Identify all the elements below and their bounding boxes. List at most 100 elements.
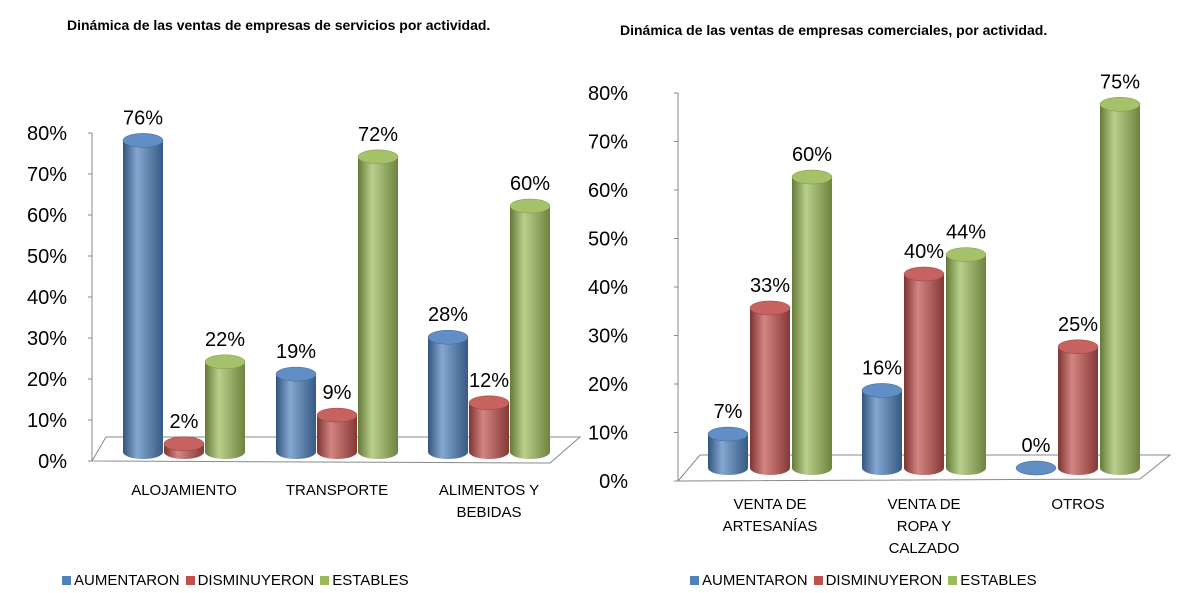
x-tick-label: OTROS (1051, 496, 1105, 513)
bar-top (122, 133, 164, 148)
y-tick-label: 0% (38, 451, 67, 473)
data-label: 76% (123, 107, 163, 129)
data-label: 0% (1022, 435, 1051, 457)
y-tick-label: 50% (588, 229, 628, 251)
data-label: 12% (469, 370, 509, 392)
legend: AUMENTARON DISMINUYERON ESTABLES (690, 572, 1043, 589)
bar-top (427, 329, 469, 345)
bar-top (1057, 339, 1099, 354)
legend-label: DISMINUYERON (825, 572, 943, 589)
legend-item: DISMINUYERON (185, 572, 315, 589)
x-tick-label: VENTA DE ROPA Y CALZADO (887, 496, 961, 557)
bar-top (945, 247, 987, 262)
y-tick-label: 80% (588, 83, 628, 105)
legend-swatch (690, 576, 699, 585)
y-tick-label: 40% (588, 277, 628, 299)
x-tick-label: VENTA DE ARTESANÍAS (722, 496, 818, 535)
data-label: 28% (428, 304, 468, 326)
bar-top (1099, 97, 1141, 112)
data-label: 44% (946, 222, 986, 244)
legend-swatch (813, 576, 823, 585)
bar (1058, 346, 1098, 475)
bar (708, 434, 748, 475)
floor (676, 454, 1172, 482)
floor (91, 436, 582, 464)
data-label: 9% (323, 382, 352, 404)
bar-top (468, 395, 510, 411)
bar (792, 177, 832, 475)
bar (469, 402, 509, 459)
legend-item: AUMENTARON (690, 572, 808, 589)
bar (750, 307, 790, 475)
data-label: 2% (170, 411, 199, 433)
legend-item: DISMINUYERON (813, 572, 943, 589)
data-label: 60% (792, 144, 832, 166)
data-label: 7% (714, 401, 743, 423)
bar-top (749, 300, 791, 316)
bar-top (357, 149, 399, 165)
bar (510, 206, 550, 459)
legend-swatch (62, 576, 71, 585)
y-tick-label: 60% (27, 205, 67, 227)
data-label: 19% (276, 341, 316, 363)
bar-top (903, 266, 945, 282)
legend-item: AUMENTARON (62, 572, 180, 589)
bar-top (163, 436, 205, 452)
bar (862, 390, 902, 475)
bar-top (707, 426, 749, 442)
legend-swatch (948, 576, 958, 585)
bar-top (1015, 460, 1057, 476)
bar-top (791, 169, 833, 185)
chart-title: Dinámica de las ventas de empresas de se… (67, 17, 491, 33)
y-tick-label: 70% (27, 164, 67, 186)
bar (1100, 104, 1140, 475)
legend-label: DISMINUYERON (197, 572, 315, 589)
data-label: 75% (1100, 71, 1140, 93)
y-tick-label: 30% (588, 326, 628, 348)
y-tick-label: 0% (599, 471, 628, 493)
bar (904, 274, 944, 475)
data-label: 33% (750, 275, 790, 297)
legend-label: ESTABLES (960, 572, 1037, 589)
bar (946, 254, 986, 475)
legend-label: AUMENTARON (702, 572, 808, 589)
data-label: 22% (205, 329, 245, 351)
legend-label: ESTABLES (332, 572, 409, 589)
bar (317, 415, 357, 459)
bar (428, 337, 468, 459)
bar-top (509, 198, 551, 214)
bar-top (275, 366, 317, 382)
bar-top (204, 354, 246, 370)
data-label: 72% (358, 124, 398, 146)
bar (205, 361, 245, 459)
bar (358, 156, 398, 460)
legend-swatch (185, 576, 195, 585)
y-tick-label: 50% (27, 246, 67, 268)
x-tick-label: TRANSPORTE (285, 482, 389, 499)
x-tick-label: ALIMENTOS Y BEBIDAS (438, 482, 540, 521)
data-label: 40% (904, 241, 944, 263)
legend-item: ESTABLES (948, 572, 1037, 589)
y-tick-label: 10% (588, 423, 628, 445)
bar-top (861, 383, 903, 398)
chart-title: Dinámica de las ventas de empresas comer… (620, 22, 1048, 38)
data-label: 25% (1058, 314, 1098, 336)
data-label: 16% (862, 357, 902, 379)
legend-label: AUMENTARON (74, 572, 180, 589)
bar-top (316, 407, 358, 423)
y-tick-label: 40% (27, 287, 67, 309)
legend-swatch (320, 576, 330, 585)
y-tick-label: 80% (27, 123, 67, 145)
y-tick-label: 60% (588, 180, 628, 202)
y-tick-label: 20% (27, 369, 67, 391)
bar (123, 140, 163, 459)
y-tick-label: 10% (27, 410, 67, 432)
legend: AUMENTARON DISMINUYERON ESTABLES (62, 572, 415, 589)
data-label: 60% (510, 173, 550, 195)
y-tick-label: 30% (27, 328, 67, 350)
legend-item: ESTABLES (320, 572, 409, 589)
bar (276, 374, 316, 459)
y-tick-label: 20% (588, 374, 628, 396)
